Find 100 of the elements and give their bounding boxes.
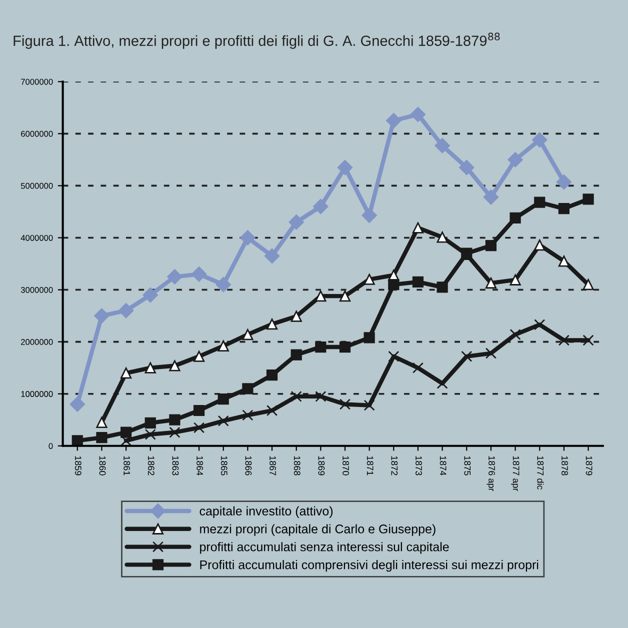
point: [483, 190, 499, 205]
point: [288, 214, 304, 230]
point: [485, 277, 497, 289]
y-tick-label: 0: [48, 443, 53, 449]
point: [461, 350, 472, 362]
point: [436, 378, 448, 389]
point: [436, 232, 448, 243]
point: [364, 332, 375, 344]
x-tick-label: 1866: [245, 456, 252, 476]
point: [582, 279, 594, 290]
point: [290, 349, 302, 360]
point: [120, 426, 132, 438]
point: [290, 310, 302, 322]
x-tick-label: 1873: [416, 456, 422, 476]
point: [72, 435, 83, 446]
point: [193, 404, 205, 416]
point: [315, 341, 326, 353]
point: [337, 160, 353, 176]
point: [218, 340, 229, 352]
point: [144, 417, 156, 429]
point: [510, 212, 521, 224]
point: [169, 426, 180, 438]
point: [240, 230, 256, 246]
y-tick-label: 4000000: [20, 234, 53, 241]
x-tick-label: 1861: [124, 456, 130, 476]
point: [410, 106, 426, 122]
legend-label: profitti accumulati senza interessi sul capitale: [200, 542, 449, 554]
x-tick-label: 1860: [99, 456, 106, 476]
point: [558, 334, 570, 346]
point: [266, 404, 278, 416]
point: [534, 196, 546, 208]
point: [242, 410, 254, 421]
point: [412, 276, 424, 288]
y-tick-label: 3000000: [20, 286, 53, 293]
point: [364, 274, 375, 285]
point: [242, 328, 254, 340]
x-tick-label: 1879: [586, 456, 592, 476]
point: [388, 279, 400, 290]
point: [169, 414, 180, 426]
point: [169, 360, 180, 372]
chart-title: Figura 1. Attivo, mezzi propri e profitti dei figli di G. A. Gnecchi 1859-1879$^{88}$: [14, 32, 500, 49]
x-tick-label: 1878: [562, 456, 568, 476]
point: [485, 240, 497, 252]
point: [266, 370, 278, 381]
y-tick-label: 6000000: [21, 130, 53, 137]
point: [485, 348, 497, 359]
point: [434, 138, 450, 154]
legend-label: Profitti accumulati comprensivi degli interessi sui mezzi propri: [200, 560, 538, 572]
point: [193, 422, 205, 434]
x-tick-label: 1868: [294, 456, 300, 476]
x-tick-label: 1865: [220, 456, 228, 476]
point: [412, 222, 424, 234]
point: [362, 208, 377, 223]
y-tick-label: 2000000: [21, 339, 53, 345]
point: [242, 383, 254, 394]
x-tick-label: 1877 apr: [511, 456, 520, 492]
point: [339, 290, 351, 302]
point: [96, 432, 108, 444]
x-tick-label: 1869: [318, 456, 325, 476]
x-tick-label: 1870: [342, 456, 349, 476]
point: [120, 367, 132, 379]
x-tick-label: 1863: [172, 456, 179, 476]
x-tick-label: 1875: [464, 456, 471, 476]
point: [142, 287, 158, 303]
x-tick-label: 1872: [391, 456, 398, 476]
point: [264, 248, 280, 264]
point: [510, 328, 521, 340]
point: [556, 174, 572, 190]
point: [70, 396, 85, 412]
point: [436, 282, 448, 293]
point: [216, 277, 231, 292]
legend-label: mezzi propri (capitale di Carlo e Giuseppe): [200, 524, 436, 536]
point: [339, 398, 351, 410]
point: [508, 152, 523, 168]
point: [364, 400, 375, 411]
point: [193, 350, 205, 362]
y-tick-label: 5000000: [20, 182, 53, 189]
point: [144, 362, 156, 374]
point: [412, 362, 424, 374]
x-tick-label: 1864: [196, 456, 204, 476]
point: [144, 428, 156, 440]
point: [582, 194, 594, 205]
point: [96, 416, 108, 428]
point: [459, 160, 474, 176]
point: [266, 318, 278, 330]
x-tick-label: 1876 apr: [486, 456, 495, 492]
x-tick-label: 1874: [440, 456, 446, 476]
x-tick-label: 1871: [366, 456, 374, 476]
point: [313, 198, 328, 214]
point: [582, 334, 594, 346]
y-tick-label: 7000000: [21, 78, 53, 85]
point: [290, 390, 302, 402]
x-tick-label: 1877 dic: [537, 456, 544, 490]
point: [218, 393, 229, 405]
point: [510, 274, 521, 286]
point: [218, 415, 229, 426]
point: [94, 308, 110, 324]
point: [388, 350, 400, 362]
point: [118, 303, 134, 318]
y-tick-label: 1000000: [21, 391, 53, 397]
